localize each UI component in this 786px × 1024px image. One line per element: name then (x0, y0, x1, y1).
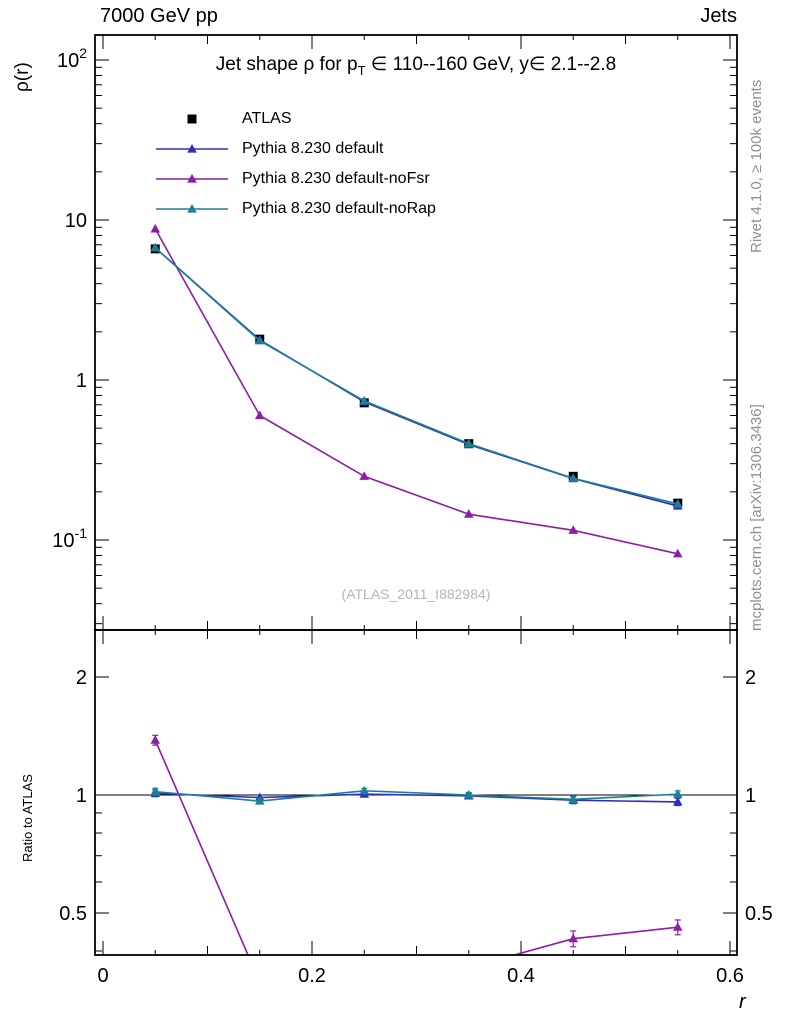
svg-text:0.6: 0.6 (716, 965, 744, 987)
svg-text:0.2: 0.2 (298, 965, 326, 987)
legend-item-pythia-8-230-default: Pythia 8.230 default (152, 134, 436, 164)
svg-text:1: 1 (745, 785, 756, 807)
main-series-atlas (150, 244, 683, 508)
y-axis-label-ratio: Ratio to ATLAS (20, 774, 35, 862)
triangle-marker-icon (156, 144, 228, 153)
ratio-series-pythia-8-230-default (150, 788, 683, 807)
ratio-series-pythia-8-230-default-nofsr (150, 734, 683, 954)
svg-text:0: 0 (97, 965, 108, 987)
main-series-pythia-8-230-default (150, 242, 683, 510)
plot-title-post: ∈ 110--160 GeV, y∈ 2.1--2.8 (365, 54, 617, 75)
plot-title-sub: T (357, 62, 366, 78)
legend-label: Pythia 8.230 default-noRap (242, 200, 436, 217)
svg-text:1: 1 (76, 785, 87, 807)
svg-text:10-1: 10-1 (52, 525, 87, 552)
main-series-pythia-8-230-default-nofsr (150, 223, 683, 558)
ratio-series-group (150, 734, 683, 954)
legend-item-atlas: ATLAS (152, 104, 436, 134)
analysis-id-watermark: (ATLAS_2011_I882984) (341, 586, 491, 602)
main-series-pythia-8-230-default-norap (150, 242, 683, 508)
rivet-version-credit: Rivet 4.1.0, ≥ 100k events (748, 79, 765, 253)
x-axis-label: r (739, 991, 746, 1013)
square-marker-icon (187, 114, 197, 124)
plot-title: Jet shape ρ for pT ∈ 110--160 GeV, y∈ 2.… (95, 53, 737, 78)
legend-label: ATLAS (242, 110, 292, 127)
svg-text:0.5: 0.5 (745, 903, 773, 925)
triangle-marker-icon (156, 174, 228, 183)
main-series-group (150, 223, 683, 558)
svg-text:2: 2 (76, 667, 87, 689)
svg-text:102: 102 (57, 45, 87, 72)
legend: ATLAS Pythia 8.230 default Pythia 8.230 de… (152, 104, 436, 224)
svg-text:2: 2 (745, 667, 756, 689)
legend-label: Pythia 8.230 default-noFsr (242, 170, 430, 187)
beam-energy-label: 7000 GeV pp (100, 5, 218, 27)
triangle-marker-icon (156, 204, 228, 213)
legend-label: Pythia 8.230 default (242, 140, 384, 157)
plot-title-pre: Jet shape ρ for p (215, 54, 358, 75)
svg-text:10: 10 (65, 210, 87, 232)
ratio-series-pythia-8-230-default-norap (150, 785, 683, 805)
legend-item-pythia-8-230-default-norap: Pythia 8.230 default-noRap (152, 194, 436, 224)
legend-item-pythia-8-230-default-nofsr: Pythia 8.230 default-noFsr (152, 164, 436, 194)
analysis-group-label: Jets (700, 5, 737, 27)
y-axis-label-main: ρ(r) (12, 62, 33, 92)
mcplots-arxiv-credit: mcplots.cern.ch [arXiv:1306.3436] (748, 404, 765, 631)
svg-text:0.4: 0.4 (507, 965, 535, 987)
svg-text:0.5: 0.5 (59, 903, 87, 925)
svg-text:1: 1 (76, 370, 87, 392)
